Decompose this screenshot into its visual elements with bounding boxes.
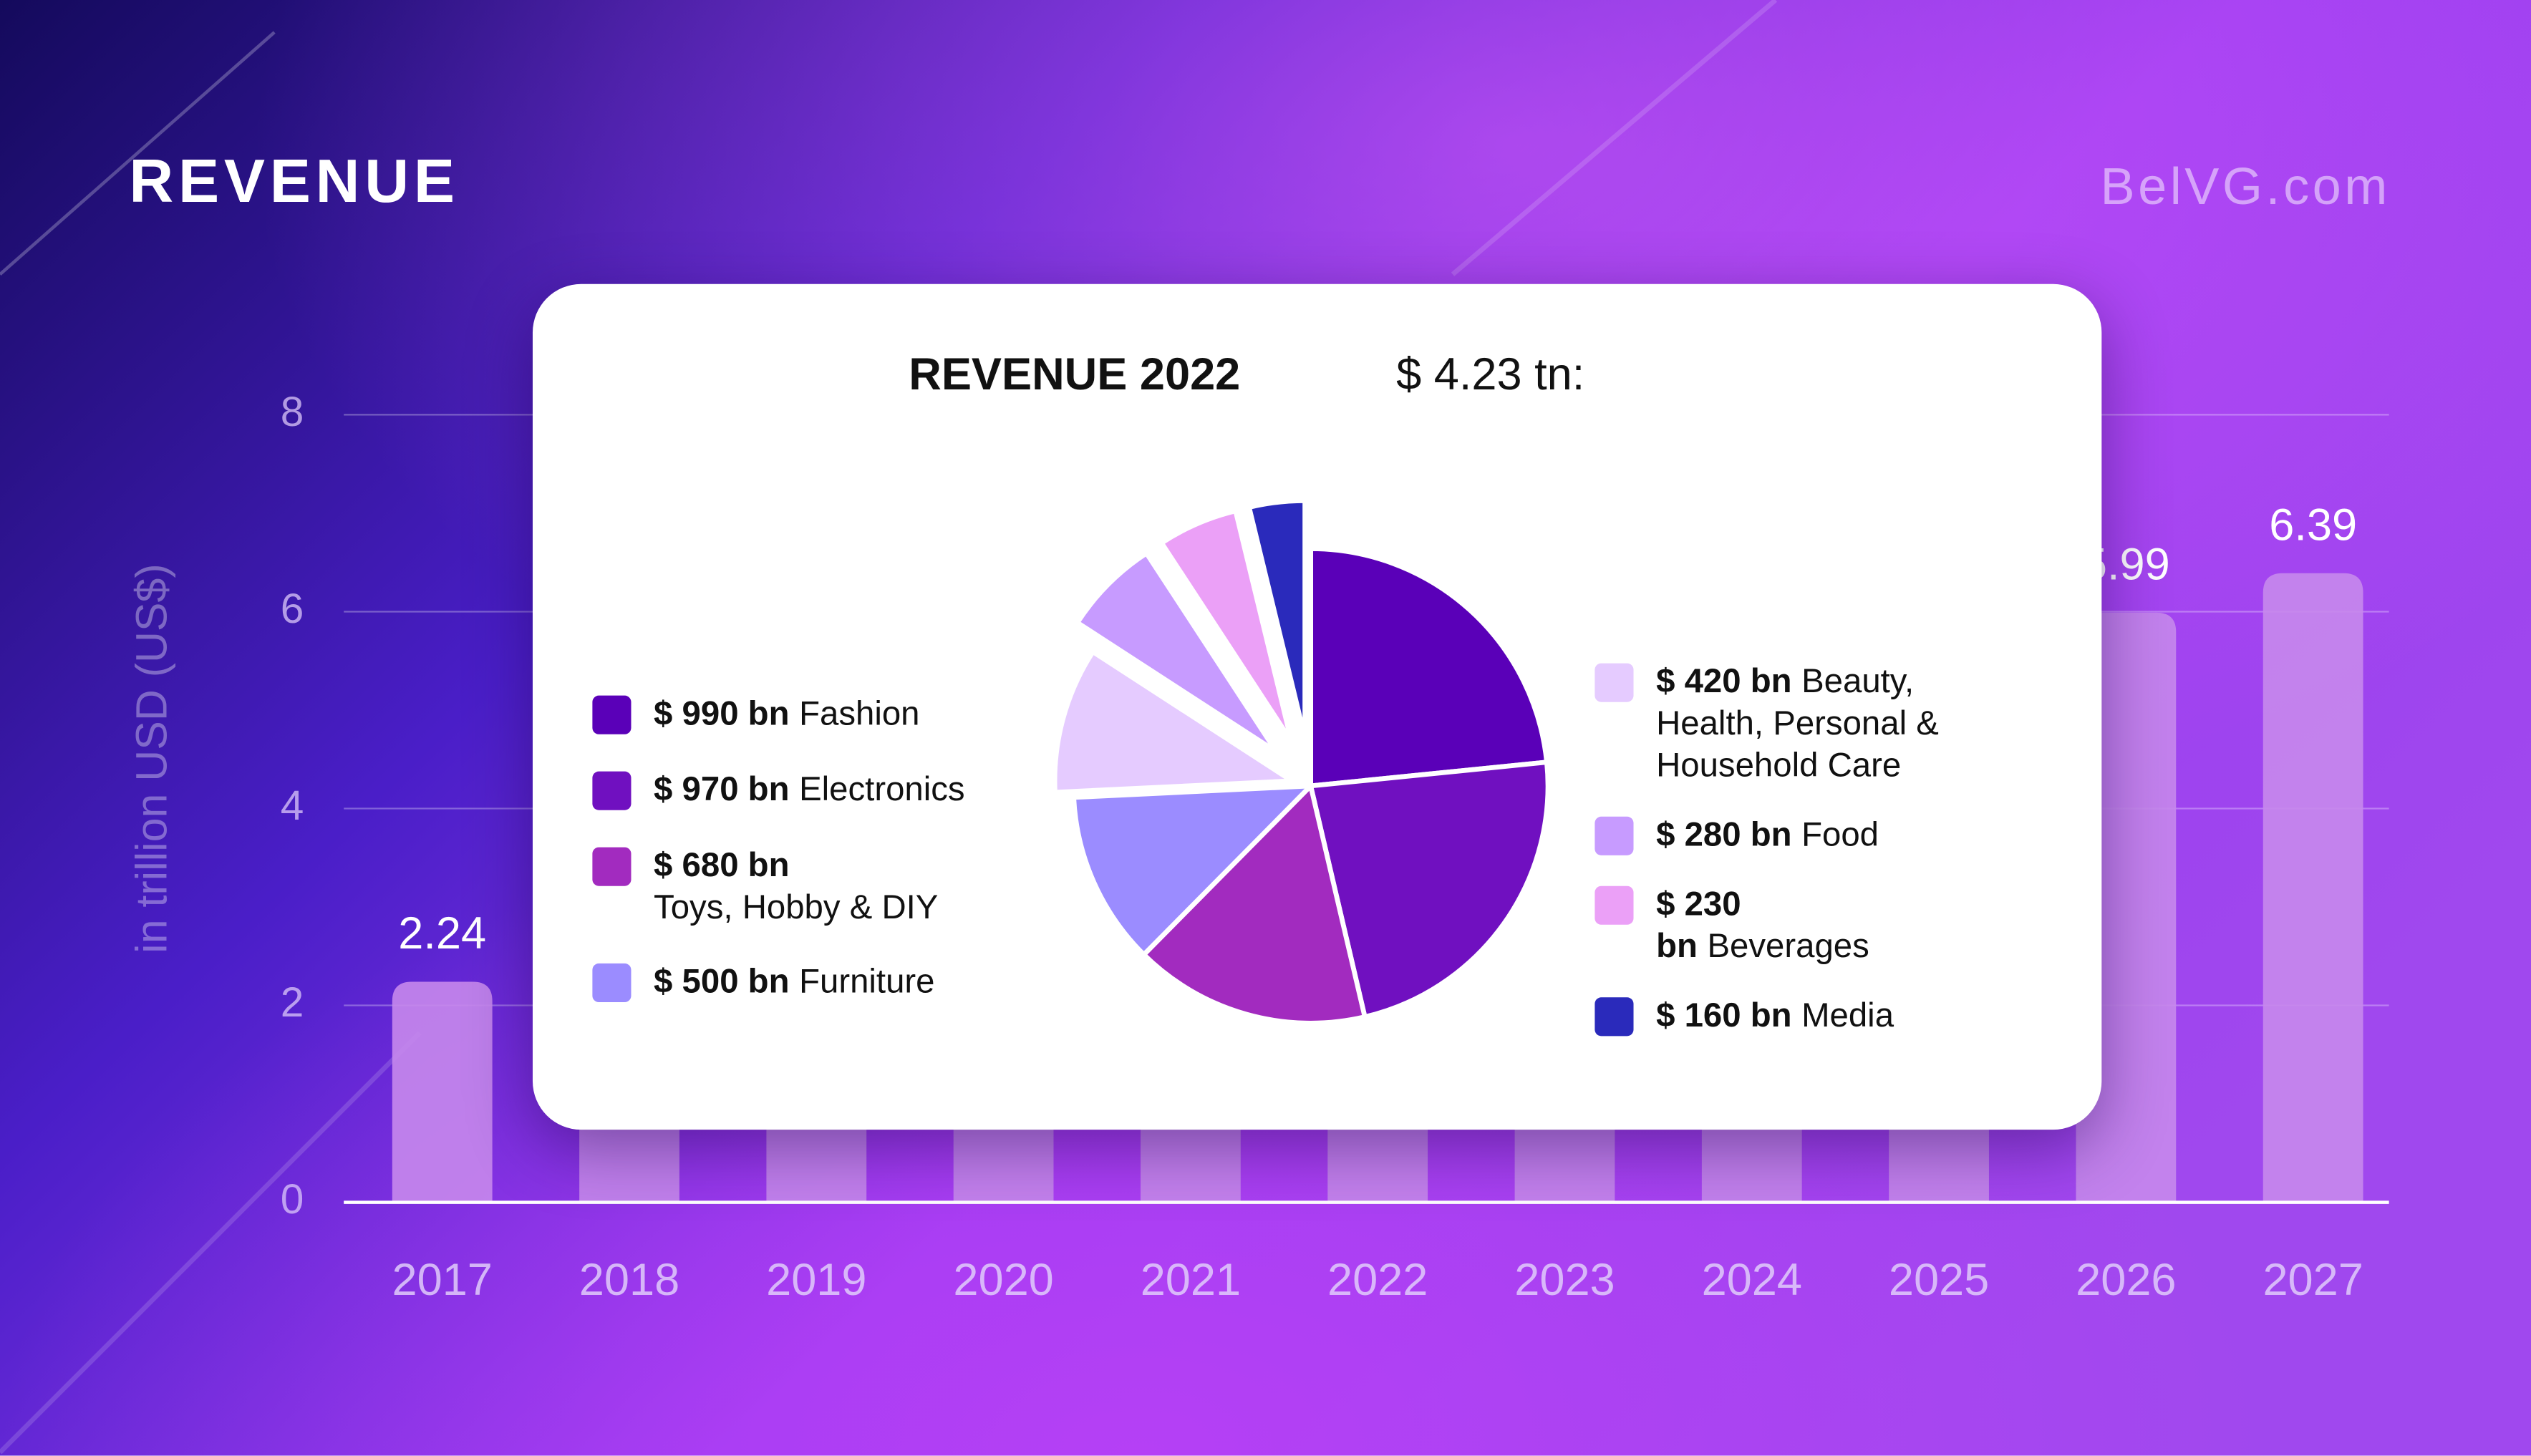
bar bbox=[392, 981, 493, 1203]
legend-item: $ 500 bn Furniture bbox=[592, 962, 996, 1004]
pie-slice bbox=[1071, 783, 1314, 957]
brand: BelVG.com bbox=[2101, 158, 2391, 215]
legend-item: $ 970 bn Electronics bbox=[592, 770, 996, 812]
y-tick-label: 6 bbox=[281, 586, 304, 632]
legend-value: $ 420 bn bbox=[1656, 663, 1792, 701]
pie-chart: REVENUE 2022 $ 4.23 tn: bbox=[909, 349, 1584, 1026]
legend-label: Fashion bbox=[799, 695, 920, 733]
data-label: 2.24 bbox=[398, 908, 486, 958]
x-tick-label: 2023 bbox=[1514, 1255, 1615, 1305]
legend-item: $ 160 bn Media bbox=[1594, 996, 1963, 1038]
legend-item: $ 680 bn Toys, Hobby & DIY bbox=[592, 845, 996, 929]
x-tick-label: 2025 bbox=[1889, 1255, 1989, 1305]
legend-label: Media bbox=[1801, 997, 1894, 1035]
legend-swatch bbox=[1594, 997, 1634, 1037]
legend-label: Beverages bbox=[1707, 928, 1869, 966]
pie-slice bbox=[1141, 783, 1368, 1026]
pie-title: REVENUE 2022 bbox=[909, 349, 1240, 399]
x-tick-label: 2017 bbox=[392, 1255, 493, 1305]
x-tick-label: 2027 bbox=[2263, 1255, 2363, 1305]
legend-value: $ 990 bn bbox=[654, 695, 790, 733]
legend-text: $ 680 bn Toys, Hobby & DIY bbox=[654, 845, 996, 929]
legend-swatch bbox=[592, 771, 631, 810]
legend-label: Furniture bbox=[799, 963, 935, 1001]
y-tick-label: 0 bbox=[281, 1176, 304, 1223]
legend-label: Food bbox=[1801, 816, 1879, 854]
legend-item: $ 420 bn Beauty, Health, Personal & House… bbox=[1594, 661, 1963, 787]
legend-text: $ 500 bn Furniture bbox=[654, 962, 996, 1004]
data-label: 6.39 bbox=[2269, 500, 2357, 550]
y-tick-label: 4 bbox=[281, 782, 304, 829]
legend-swatch bbox=[1594, 816, 1634, 855]
decor-streak bbox=[0, 1031, 422, 1455]
legend-label: Electronics bbox=[799, 771, 965, 809]
x-tick-label: 2019 bbox=[766, 1255, 866, 1305]
legend-swatch bbox=[592, 847, 631, 886]
decor-streak bbox=[0, 31, 276, 276]
pie-slice bbox=[1308, 759, 1551, 1019]
x-tick-label: 2026 bbox=[2076, 1255, 2176, 1305]
x-tick-label: 2024 bbox=[1702, 1255, 1802, 1305]
pie-slice bbox=[1052, 649, 1294, 795]
legend-item: $ 990 bn Fashion bbox=[592, 694, 996, 736]
legend-value: $ 680 bn bbox=[654, 847, 790, 885]
y-tick-label: 2 bbox=[281, 979, 304, 1026]
legend: $ 420 bn Beauty, Health, Personal & House… bbox=[1594, 661, 1963, 1065]
legend-swatch bbox=[1594, 663, 1634, 702]
legend-swatch bbox=[592, 695, 631, 734]
legend-item: $ 280 bn Food bbox=[1594, 815, 1963, 858]
legend-text: $ 230 bn Beverages bbox=[1656, 884, 1963, 968]
legend-value: $ 160 bn bbox=[1656, 997, 1792, 1035]
pie-slice bbox=[1308, 546, 1549, 789]
pie-slice bbox=[1247, 498, 1307, 741]
decor-streak bbox=[1451, 0, 1778, 276]
x-tick-label: 2021 bbox=[1141, 1255, 1241, 1305]
page-title: REVENUE bbox=[129, 147, 459, 215]
pie-slice bbox=[1075, 550, 1279, 754]
legend: $ 990 bn Fashion $ 970 bn Electronics $ 680 … bbox=[592, 694, 996, 1037]
legend-value: $ 280 bn bbox=[1656, 816, 1792, 854]
y-axis-label: in trillion USD (US$) bbox=[127, 563, 176, 953]
y-tick-label: 8 bbox=[281, 389, 304, 435]
legend-label: Beauty, Health, Personal & Household Car… bbox=[1656, 663, 1939, 785]
pie-slice bbox=[1158, 508, 1294, 744]
legend-text: $ 990 bn Fashion bbox=[654, 694, 996, 736]
legend-value: $ 500 bn bbox=[654, 963, 790, 1001]
legend-text: $ 420 bn Beauty, Health, Personal & House… bbox=[1656, 661, 1963, 787]
pie-subtitle: $ 4.23 tn: bbox=[1396, 349, 1584, 399]
x-tick-label: 2018 bbox=[579, 1255, 679, 1305]
legend-text: $ 970 bn Electronics bbox=[654, 770, 996, 812]
legend-item: $ 230 bn Beverages bbox=[1594, 884, 1963, 968]
legend-label: Toys, Hobby & DIY bbox=[654, 889, 939, 927]
x-tick-label: 2022 bbox=[1327, 1255, 1428, 1305]
legend-swatch bbox=[1594, 885, 1634, 925]
legend-value: $ 230 bn bbox=[1656, 885, 1741, 966]
legend-value: $ 970 bn bbox=[654, 771, 790, 809]
legend-text: $ 160 bn Media bbox=[1656, 996, 1963, 1038]
x-tick-label: 2020 bbox=[953, 1255, 1053, 1305]
legend-text: $ 280 bn Food bbox=[1656, 815, 1963, 858]
bar bbox=[2263, 573, 2363, 1203]
legend-swatch bbox=[592, 963, 631, 1003]
pie-card: REVENUE 2022 $ 4.23 tn: $ 990 bn Fashion $… bbox=[532, 283, 2102, 1130]
